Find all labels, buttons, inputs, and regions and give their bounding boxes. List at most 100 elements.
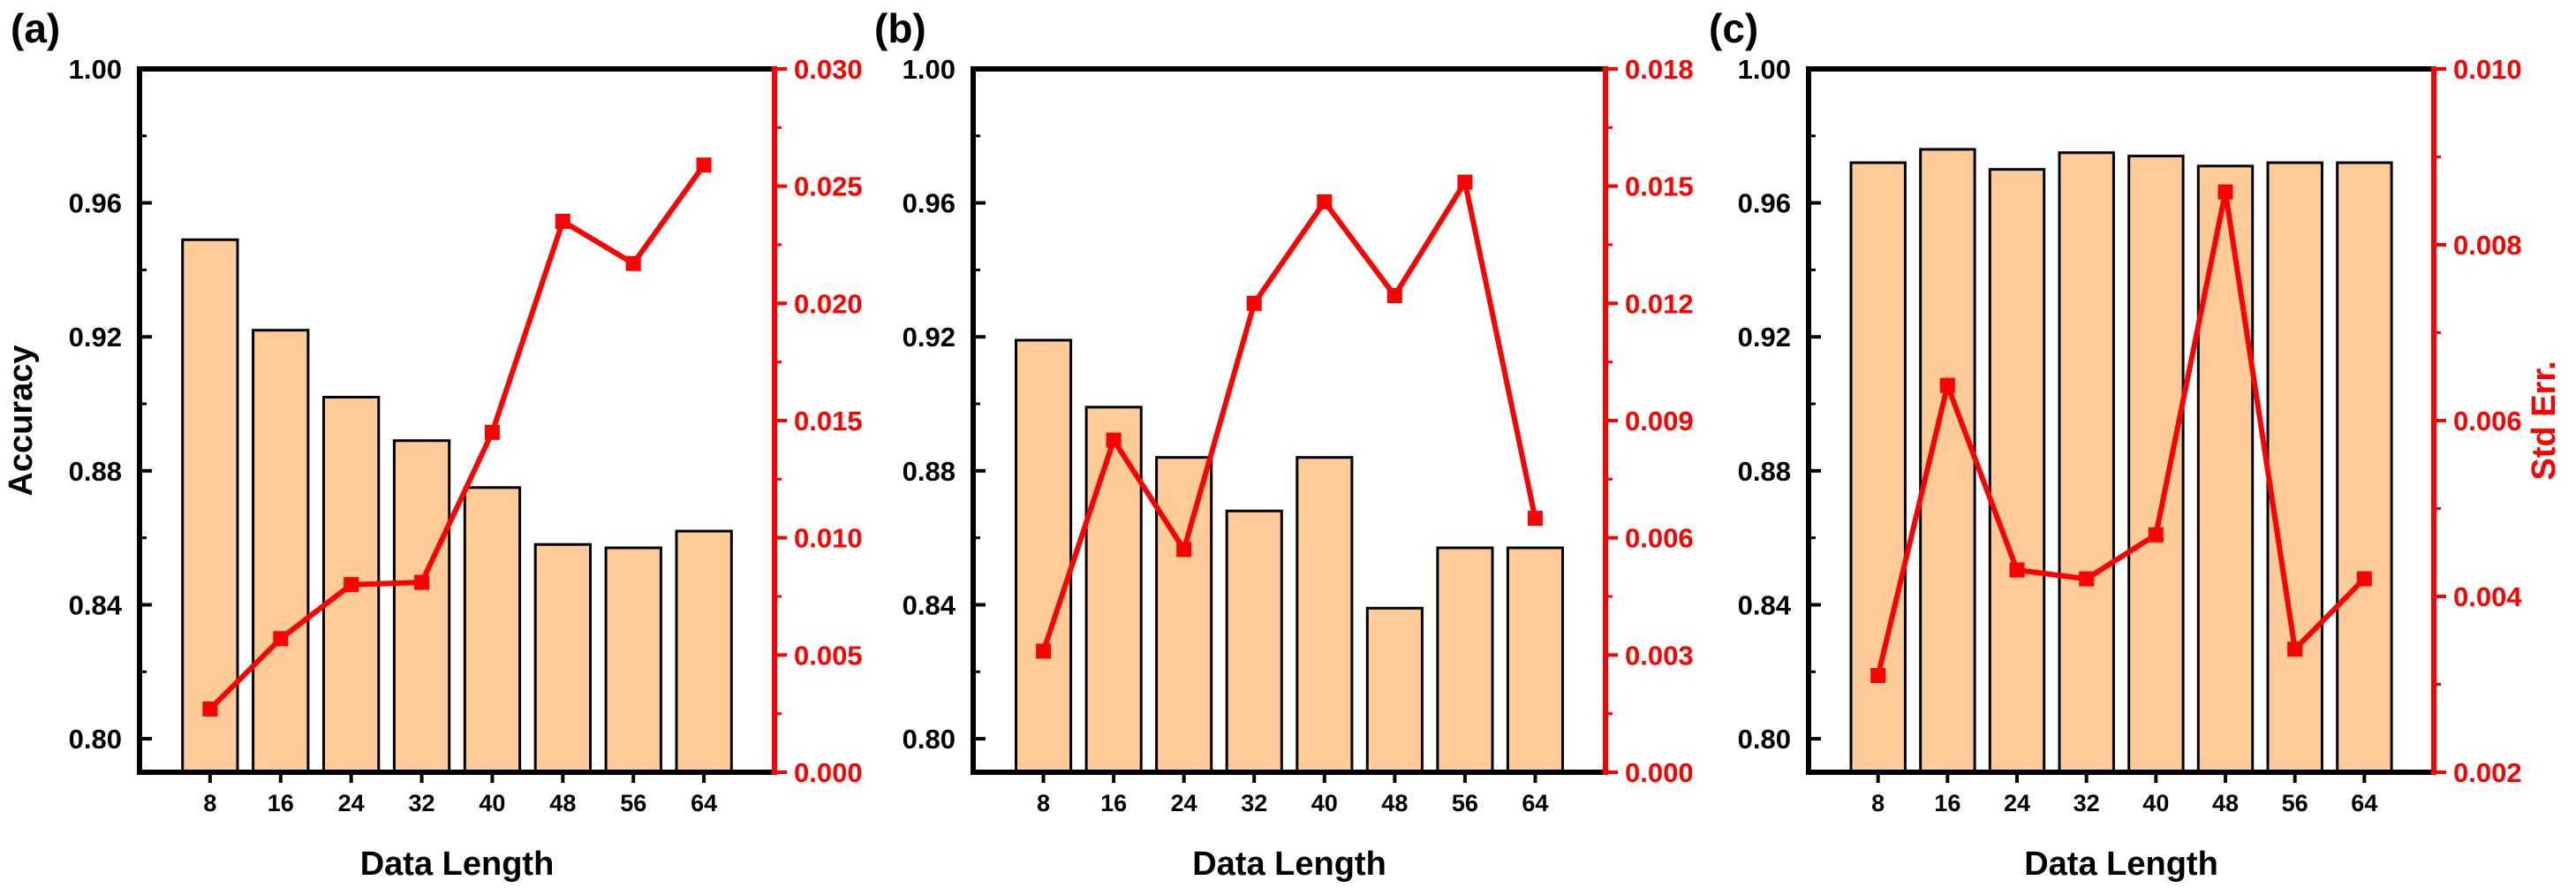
x-axis-title: Data Length [360, 846, 555, 883]
bar-16 [1084, 406, 1143, 774]
left-tick-label: 0.92 [903, 322, 956, 353]
std-err-marker-24 [1176, 542, 1192, 558]
right-tick-label: 0.009 [1625, 406, 1694, 436]
chart-panel-2: (b) 0.80 0.84 0.88 0.92 0.96 1.00 0.000 0.003 0.0… [874, 5, 1694, 883]
std-err-marker-40 [1317, 194, 1333, 209]
x-tick-label: 24 [1171, 790, 1197, 816]
right-tick-label: 0.000 [1625, 757, 1694, 788]
bar-8 [1015, 338, 1073, 774]
left-tick-label: 0.92 [69, 322, 122, 353]
chart-panel-3: (c) 0.80 0.84 0.88 0.92 0.96 1.00 0.002 0.004 0.0… [1709, 5, 2563, 883]
bar-24 [1155, 456, 1213, 774]
x-tick-label: 64 [1522, 790, 1548, 816]
x-axis-title: Data Length [1192, 846, 1386, 883]
left-tick-label: 0.88 [1738, 456, 1791, 487]
bar-40 [463, 486, 522, 774]
std-err-marker-40 [2148, 527, 2164, 543]
left-tick-label: 0.80 [1738, 724, 1791, 755]
bar-32 [1225, 509, 1283, 774]
left-tick-label: 0.92 [1738, 322, 1791, 353]
right-tick-label: 0.003 [1625, 640, 1694, 671]
std-err-marker-24 [344, 577, 359, 593]
bar-64 [675, 529, 733, 774]
left-tick-label: 0.88 [903, 456, 956, 487]
std-err-marker-32 [1246, 295, 1262, 311]
right-tick-label: 0.015 [794, 406, 863, 436]
right-tick-label: 0.012 [1625, 288, 1694, 319]
chart-panel-1: (a) 0.80 0.84 0.88 0.92 0.96 1.00 0.000 0.005 0.0… [3, 5, 863, 883]
y2-axis-title: Std Err. [2526, 361, 2563, 480]
left-tick-label: 0.88 [69, 456, 122, 487]
left-tick-label: 0.80 [69, 724, 122, 755]
bar-32 [392, 439, 451, 774]
left-tick-label: 1.00 [69, 54, 122, 85]
right-tick-label: 0.025 [794, 171, 863, 202]
std-err-marker-8 [202, 701, 218, 717]
right-tick-label: 0.018 [1625, 54, 1694, 85]
bar-64 [1506, 546, 1565, 774]
x-tick-label: 24 [338, 790, 365, 816]
y-axis-title: Accuracy [3, 345, 40, 496]
bar-64 [2336, 161, 2393, 774]
right-tick-label: 0.002 [2453, 757, 2522, 788]
right-tick-label: 0.006 [2453, 406, 2522, 436]
std-err-marker-64 [2356, 571, 2372, 587]
std-err-marker-40 [484, 424, 500, 440]
std-err-marker-32 [414, 574, 430, 590]
std-err-line [208, 163, 706, 711]
std-err-marker-56 [1457, 174, 1473, 190]
x-tick-label: 48 [549, 790, 576, 816]
panel-label: (b) [874, 5, 926, 51]
x-axis-title: Data Length [2024, 846, 2218, 883]
right-tick-label: 0.010 [794, 523, 863, 554]
std-err-marker-64 [696, 157, 712, 173]
bar-8 [181, 238, 239, 774]
std-err-marker-48 [2217, 184, 2233, 200]
x-tick-label: 16 [1934, 790, 1960, 816]
std-err-marker-24 [2009, 562, 2025, 578]
x-tick-label: 8 [1871, 790, 1885, 816]
x-tick-label: 32 [2074, 790, 2100, 816]
left-tick-label: 1.00 [903, 54, 956, 85]
x-tick-label: 48 [2212, 790, 2239, 816]
x-tick-label: 64 [2351, 790, 2377, 816]
left-tick-label: 0.84 [69, 589, 123, 620]
bar-56 [2266, 161, 2323, 774]
bar-48 [1365, 606, 1424, 774]
right-tick-label: 0.020 [794, 288, 863, 319]
right-tick-label: 0.015 [1625, 171, 1694, 202]
std-err-marker-48 [555, 214, 570, 229]
left-tick-label: 0.84 [903, 589, 956, 620]
x-tick-label: 56 [1452, 790, 1478, 816]
bar-56 [604, 546, 662, 774]
std-err-marker-48 [1386, 288, 1402, 303]
std-err-line [1040, 175, 1538, 652]
left-tick-label: 0.84 [1738, 589, 1792, 620]
panel-label: (c) [1709, 5, 1758, 51]
std-err-marker-16 [1939, 377, 1955, 393]
x-tick-label: 24 [2004, 790, 2030, 816]
x-tick-label: 8 [203, 790, 216, 816]
right-tick-label: 0.005 [794, 640, 863, 671]
std-err-marker-56 [2287, 641, 2303, 657]
std-err-marker-8 [1870, 668, 1886, 683]
std-err-marker-56 [625, 255, 641, 271]
x-tick-label: 32 [409, 790, 435, 816]
x-tick-label: 64 [691, 790, 717, 816]
bar-48 [2196, 164, 2255, 774]
bar-48 [533, 543, 593, 774]
x-tick-label: 40 [2142, 790, 2169, 816]
std-err-marker-64 [1527, 511, 1543, 527]
x-tick-label: 40 [1311, 790, 1338, 816]
left-tick-label: 0.96 [903, 188, 956, 219]
left-tick-label: 0.80 [903, 724, 956, 755]
right-tick-label: 0.006 [1625, 523, 1694, 554]
bar-56 [1436, 546, 1494, 774]
std-err-marker-16 [1106, 432, 1122, 448]
panel-label: (a) [11, 5, 60, 51]
bar-16 [252, 329, 310, 774]
x-tick-label: 32 [1241, 790, 1267, 816]
std-err-line [1875, 191, 2367, 677]
right-tick-label: 0.004 [2453, 581, 2522, 612]
bar-40 [2127, 155, 2185, 774]
